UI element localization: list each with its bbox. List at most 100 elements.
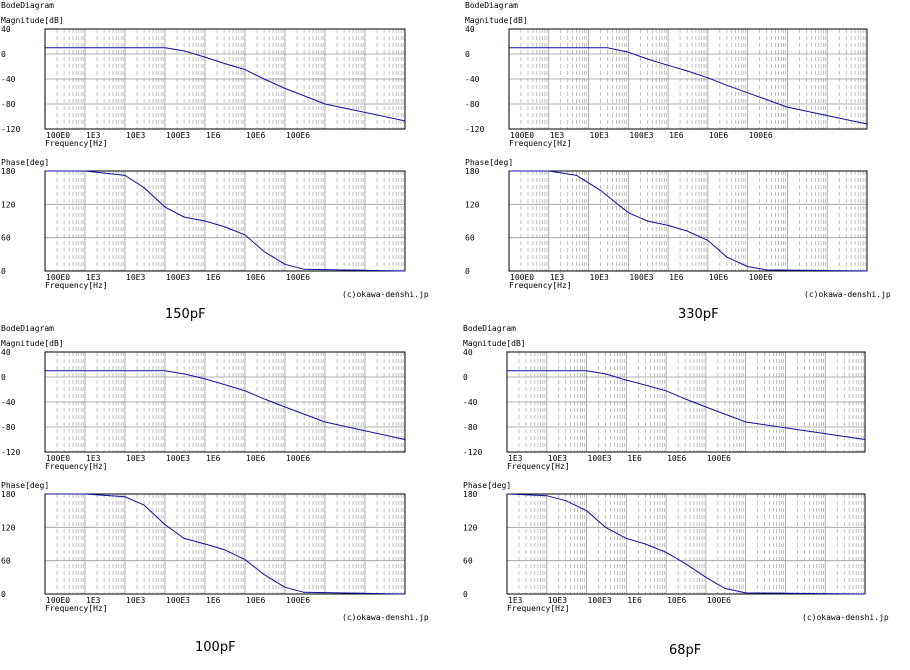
- phase-x-tick-label: 100E3: [588, 596, 612, 605]
- magnitude-x-tick-label: 100E0: [46, 131, 70, 140]
- phase-x-tick-label: 100E6: [707, 596, 731, 605]
- phase-axis-label: Phase[deg]: [1, 158, 49, 167]
- phase-plot: 180 120 60 0 Phase[deg] 100E0 1E3 10E3 100E3 1E6 1…: [465, 158, 868, 290]
- phase-y-tick-label: 120: [1, 200, 16, 209]
- magnitude-x-tick-label: 1E6: [206, 454, 221, 463]
- phase-x-tick-label: 10E3: [590, 273, 609, 282]
- capacitance-caption: 330pF: [678, 307, 719, 322]
- magnitude-x-tick-label: 1E6: [206, 131, 221, 140]
- phase-trace: [509, 170, 868, 272]
- copyright-text: (c)okawa-denshi.jp: [802, 613, 889, 622]
- magnitude-x-tick-label: 100E6: [286, 131, 310, 140]
- phase-y-tick-label: 180: [1, 167, 16, 176]
- magnitude-y-tick-label: -80: [463, 423, 478, 432]
- phase-grid: [45, 493, 405, 595]
- magnitude-y-tick-label: 0: [463, 373, 468, 382]
- magnitude-plot: 40 0 -40 -80 -120 Magnitude[dB] 100E0 1E3 10E3 10…: [465, 16, 868, 148]
- magnitude-y-tick-label: -120: [1, 448, 20, 457]
- magnitude-x-tick-label: 10E3: [126, 131, 145, 140]
- phase-x-tick-label: 10E6: [246, 596, 265, 605]
- phase-x-tick-label: 1E6: [669, 273, 684, 282]
- phase-plot-frame: [508, 170, 868, 272]
- magnitude-grid: [45, 28, 405, 130]
- phase-y-tick-label: 60: [465, 234, 475, 243]
- phase-x-tick-label: 1E6: [206, 596, 221, 605]
- magnitude-axis-label: Magnitude[dB]: [463, 339, 526, 348]
- phase-y-tick-label: 0: [1, 590, 6, 599]
- magnitude-grid: [509, 28, 867, 130]
- phase-x-tick-label: 1E3: [86, 273, 101, 282]
- copyright-text: (c)okawa-denshi.jp: [342, 613, 429, 622]
- magnitude-x-tick-label: 1E3: [550, 131, 565, 140]
- phase-plot-frame: [506, 493, 866, 595]
- phase-y-tick-label: 0: [463, 590, 468, 599]
- phase-plot: 180 120 60 0 Phase[deg] 100E0 1E3 10E3 100E3 1E6 1…: [1, 481, 406, 613]
- copyright-text: (c)okawa-denshi.jp: [804, 290, 891, 299]
- phase-x-axis-label: Frequency[Hz]: [45, 281, 108, 290]
- phase-y-tick-label: 60: [1, 557, 11, 566]
- magnitude-trace: [45, 370, 406, 440]
- magnitude-plot-frame: [506, 351, 866, 453]
- magnitude-grid: [45, 351, 405, 453]
- phase-x-tick-label: 100E3: [166, 273, 190, 282]
- magnitude-x-tick-label: 100E6: [749, 131, 773, 140]
- magnitude-y-tick-label: 40: [1, 25, 11, 34]
- magnitude-axis-label: Magnitude[dB]: [1, 339, 64, 348]
- magnitude-x-tick-label: 100E6: [707, 454, 731, 463]
- phase-plot-frame: [44, 493, 406, 595]
- diagram-title: BodeDiagram: [1, 324, 54, 333]
- magnitude-y-tick-label: 0: [1, 373, 6, 382]
- magnitude-y-tick-label: -120: [465, 125, 484, 134]
- phase-y-tick-label: 120: [465, 200, 480, 209]
- phase-x-tick-label: 100E0: [510, 273, 534, 282]
- phase-y-tick-label: 60: [1, 234, 11, 243]
- magnitude-y-tick-label: -120: [1, 125, 20, 134]
- phase-grid: [507, 493, 865, 595]
- phase-x-axis-label: Frequency[Hz]: [507, 604, 570, 613]
- bode-panel-100pF: BodeDiagram 40 0 -40 -80 -120 Magnitude[dB] 100…: [1, 324, 429, 655]
- magnitude-x-tick-label: 10E6: [246, 454, 265, 463]
- magnitude-x-tick-label: 1E3: [86, 454, 101, 463]
- magnitude-x-tick-label: 10E6: [246, 131, 265, 140]
- magnitude-plot: 40 0 -40 -80 -120 Magnitude[dB] 100E0 1E3 10E3 10…: [1, 16, 406, 148]
- magnitude-y-tick-label: -80: [1, 100, 16, 109]
- phase-axis-label: Phase[deg]: [465, 158, 513, 167]
- magnitude-x-tick-label: 10E6: [709, 131, 728, 140]
- phase-x-tick-label: 10E6: [709, 273, 728, 282]
- phase-x-axis-label: Frequency[Hz]: [509, 281, 572, 290]
- phase-trace: [45, 170, 406, 272]
- magnitude-x-axis-label: Frequency[Hz]: [507, 462, 570, 471]
- magnitude-plot: 40 0 -40 -80 -120 Magnitude[dB] 1E3 10E3 100E3 1E…: [463, 339, 866, 471]
- phase-y-tick-label: 120: [1, 523, 16, 532]
- bode-panel-150pF: BodeDiagram 40 0 -40 -80 -120 Magnitude[dB] 100…: [1, 1, 429, 322]
- phase-x-tick-label: 1E3: [508, 596, 523, 605]
- bode-panel-330pF: BodeDiagram 40 0 -40 -80 -120 Magnitude[dB] 100…: [465, 1, 891, 322]
- phase-x-tick-label: 100E0: [46, 273, 70, 282]
- phase-x-tick-label: 100E6: [286, 273, 310, 282]
- magnitude-y-tick-label: -40: [1, 398, 16, 407]
- magnitude-y-tick-label: -80: [1, 423, 16, 432]
- phase-plot: 180 120 60 0 Phase[deg] 1E3 10E3 100E3 1E6 10E6 10…: [463, 481, 866, 613]
- phase-y-tick-label: 120: [463, 523, 478, 532]
- magnitude-trace: [509, 47, 868, 125]
- magnitude-y-tick-label: 40: [465, 25, 475, 34]
- capacitance-caption: 100pF: [195, 640, 236, 655]
- bode-panel-68pF: BodeDiagram 40 0 -40 -80 -120 Magnitude[dB] 1E3…: [463, 324, 889, 658]
- phase-grid: [45, 170, 405, 272]
- phase-x-tick-label: 10E3: [126, 596, 145, 605]
- phase-x-tick-label: 10E3: [548, 596, 567, 605]
- magnitude-x-tick-label: 100E3: [629, 131, 653, 140]
- magnitude-y-tick-label: -80: [465, 100, 480, 109]
- phase-x-tick-label: 10E3: [126, 273, 145, 282]
- magnitude-x-tick-label: 100E3: [588, 454, 612, 463]
- phase-x-tick-label: 1E6: [627, 596, 642, 605]
- magnitude-y-tick-label: -40: [463, 398, 478, 407]
- phase-x-tick-label: 100E6: [286, 596, 310, 605]
- phase-plot: 180 120 60 0 Phase[deg] 100E0 1E3 10E3 100E3 1E6 1…: [1, 158, 406, 290]
- magnitude-x-tick-label: 100E3: [166, 454, 190, 463]
- magnitude-x-tick-label: 10E3: [590, 131, 609, 140]
- magnitude-x-tick-label: 100E0: [46, 454, 70, 463]
- phase-y-tick-label: 180: [463, 490, 478, 499]
- phase-x-tick-label: 100E3: [629, 273, 653, 282]
